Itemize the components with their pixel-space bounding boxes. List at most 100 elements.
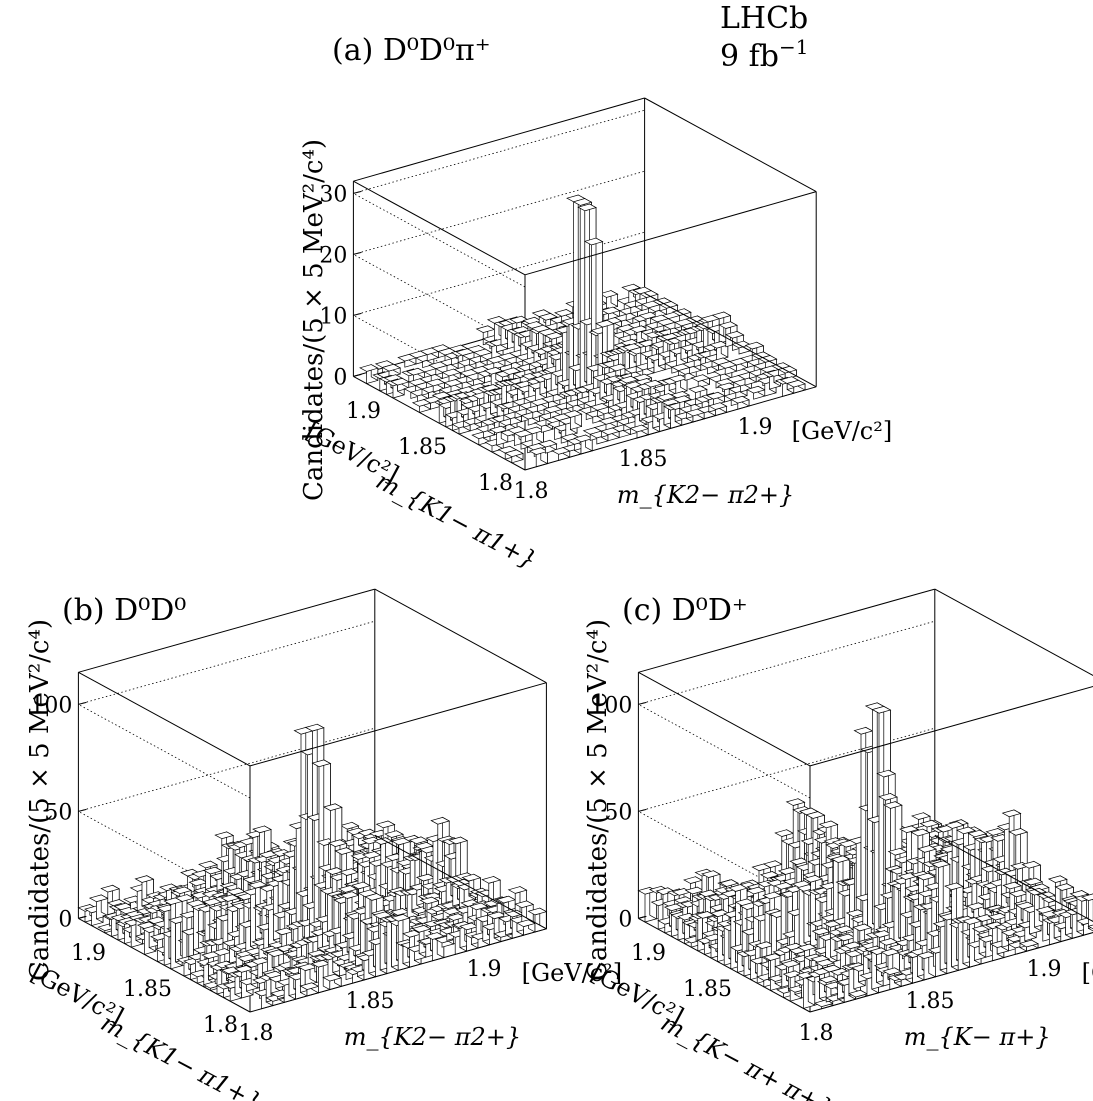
lego-bar (381, 363, 402, 378)
luminosity-label: 9 fb−1 (720, 35, 808, 74)
lego-bar (441, 368, 462, 383)
lego-bar (668, 374, 688, 395)
box-edge (644, 97, 817, 193)
bars (77, 723, 548, 1010)
z-axis-label: Candidates/(5 × 5 MeV²/c⁴) (583, 619, 613, 981)
lego-bar (322, 973, 343, 991)
z-tick (353, 373, 362, 377)
box-edge (638, 588, 935, 673)
z-tick-label: 0 (333, 365, 347, 390)
z-tick (638, 915, 647, 919)
y-tick-label: 1.8 (514, 479, 549, 504)
lego-bar (504, 449, 524, 464)
box-edge (374, 588, 547, 684)
z-tick-label: 100 (590, 693, 632, 718)
box-edge (374, 834, 547, 930)
lego-bar (524, 426, 545, 447)
z-tick (353, 312, 362, 316)
z-tick-label: 50 (44, 800, 72, 825)
box-edge (809, 685, 1093, 767)
z-tick (353, 251, 362, 255)
box-edge (249, 682, 547, 767)
x-tick-label: 1.8 (478, 471, 513, 496)
panel-title: (b) D⁰D⁰ (62, 593, 186, 628)
z-gridline (637, 620, 935, 799)
z-tick (638, 701, 647, 705)
y-axis-label: m_{K2− π2+} (344, 1023, 521, 1051)
box-edge (809, 932, 1093, 1013)
y-tick-label: 1.8 (239, 1021, 274, 1046)
lego-bar (1019, 939, 1039, 952)
lego-bar (598, 290, 619, 311)
z-tick-label: 10 (319, 304, 347, 329)
z-tick-label: 100 (30, 693, 72, 718)
lego-bar (1087, 924, 1093, 930)
y-tick-label: 1.9 (467, 957, 502, 982)
z-tick (78, 915, 87, 919)
y-tick-label: 1.85 (346, 989, 395, 1014)
lego-bar (658, 300, 679, 315)
x-tick-label: 1.85 (683, 977, 732, 1002)
z-tick-label: 30 (319, 182, 347, 207)
y-tick-label: 1.85 (619, 447, 668, 472)
lego-bar (786, 379, 806, 394)
y-tick-label: 1.9 (1027, 957, 1062, 982)
z-axis-label: Candidates/(5 × 5 MeV²/c⁴) (25, 619, 55, 981)
lego-bar (705, 391, 726, 406)
y-axis-label: m_{K− π+} (904, 1023, 1051, 1051)
x-tick-label: 1.9 (71, 941, 106, 966)
y-tick-label: 1.9 (738, 415, 773, 440)
lego-bar (637, 886, 658, 923)
lego-bar (562, 410, 583, 431)
box-edge (638, 671, 811, 767)
lego-bar (405, 367, 426, 382)
lego-bar (728, 357, 749, 372)
box-edge (249, 928, 547, 1013)
lego-bar (537, 439, 558, 454)
lego-bar (639, 290, 659, 305)
box-edge (644, 292, 817, 388)
lego-bar (690, 374, 711, 389)
z-gridline (352, 170, 645, 349)
box-edge (934, 588, 1093, 676)
z-tick (353, 190, 362, 194)
box-edge (78, 671, 251, 767)
lego-bar (489, 425, 509, 446)
z-tick (638, 808, 647, 812)
z-tick-label: 0 (618, 907, 632, 932)
panel-title: (a) D⁰D⁰π⁺ (332, 33, 491, 68)
x-tick-label: 1.85 (398, 435, 447, 460)
x-tick-label: 1.8 (203, 1013, 238, 1038)
lego-bar (707, 402, 728, 417)
box-edge (353, 180, 526, 276)
bars (637, 702, 1093, 1010)
y-tick-label: 1.8 (799, 1021, 834, 1046)
z-tick-label: 20 (319, 243, 347, 268)
z-gridline (637, 727, 935, 906)
z-tick (78, 808, 87, 812)
box-edge (353, 97, 645, 182)
panel-title: (c) D⁰D⁺ (622, 593, 748, 628)
y-axis-unit: [GeV/c²] (522, 959, 623, 987)
z-axis-label: Candidates/(5 × 5 MeV²/c⁴) (299, 139, 329, 501)
y-tick-label: 1.85 (906, 989, 955, 1014)
y-axis-label: m_{K2− π2+} (617, 481, 794, 509)
x-tick-label: 1.85 (123, 977, 172, 1002)
x-tick-label: 1.9 (346, 399, 381, 424)
y-axis-unit: [GeV/c²] (1082, 959, 1093, 987)
experiment-label: LHCb (720, 1, 808, 36)
z-tick-label: 0 (58, 907, 72, 932)
lego-bar (516, 919, 536, 936)
z-tick (78, 701, 87, 705)
z-gridline (352, 109, 645, 288)
z-gridline (77, 620, 375, 799)
y-axis-unit: [GeV/c²] (792, 417, 893, 445)
bars (359, 194, 806, 468)
lego-bar (757, 354, 778, 369)
x-tick-label: 1.9 (631, 941, 666, 966)
box-edge (934, 834, 1093, 923)
